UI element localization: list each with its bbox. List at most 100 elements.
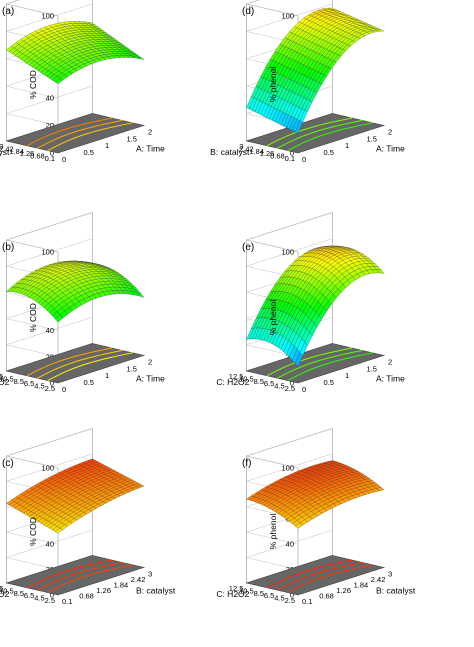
floor-contours	[26, 117, 133, 152]
contour-line	[26, 347, 113, 377]
x-tick-label: 0	[302, 385, 306, 394]
surface-facet	[54, 314, 63, 323]
z-axis-title: % COD	[28, 70, 38, 99]
x-tick-label: 0	[302, 155, 306, 164]
x-tick-label: 2	[148, 127, 152, 136]
gridline-z	[245, 212, 333, 253]
contour-line	[277, 561, 363, 591]
x-tick-label: 1.26	[336, 586, 351, 595]
y-tick-label: 8.5	[14, 589, 24, 598]
z-tick-label: 0	[50, 379, 54, 388]
x-tick-label: 0.5	[84, 378, 94, 387]
surface-facet	[294, 522, 303, 529]
x-tick-label: 2	[148, 357, 152, 366]
gridline-z	[245, 238, 333, 279]
panel-label: (f)	[242, 458, 251, 469]
x-axis-title: A: Time	[136, 143, 165, 153]
z-tick-label: 0	[290, 379, 294, 388]
z-tick-label: 100	[41, 12, 54, 21]
z-axis-title: % phenol	[268, 514, 278, 550]
contour-line	[287, 352, 373, 382]
y-tick-label: 0.68	[30, 152, 45, 161]
x-tick-label: 2	[388, 127, 392, 136]
surface-facet	[294, 352, 303, 367]
gridline-z	[245, 3, 333, 44]
floor-contours	[266, 347, 373, 382]
z-tick-label: 100	[281, 12, 294, 21]
y-tick-label: 1.26	[20, 149, 35, 158]
z-tick-label: 0	[50, 591, 54, 600]
y-tick-label: 2.5	[45, 596, 55, 605]
y-tick-label: 10.5	[239, 374, 254, 383]
x-tick-label: 3	[148, 569, 152, 578]
surface-facet	[294, 120, 303, 134]
panel-label: (a)	[2, 6, 14, 17]
y-tick-label: 10.5	[0, 374, 14, 383]
y-tick-label: 4.5	[274, 382, 284, 391]
gridline-z	[5, 317, 93, 358]
gridline-z	[5, 529, 93, 570]
surface-mesh	[246, 7, 385, 134]
y-tick-label: 2.5	[285, 384, 295, 393]
x-tick-label: 3	[388, 569, 392, 578]
y-tick-label: 0.68	[270, 152, 285, 161]
x-tick-label: 1	[105, 371, 109, 380]
x-tick-label: 1.26	[96, 586, 111, 595]
y-tick-label: 12.5	[0, 372, 3, 381]
contour-line	[277, 119, 363, 149]
floor-contours	[266, 117, 373, 152]
x-tick-label: 0.5	[324, 378, 334, 387]
surface-facet	[54, 527, 64, 534]
y-tick-label: 6.5	[24, 591, 34, 600]
floor-contours	[26, 559, 133, 594]
z-tick-label: 100	[41, 464, 54, 473]
x-tick-label: 0.68	[319, 591, 334, 600]
x-tick-label: 0.1	[302, 597, 312, 606]
y-axis-title: C: H2O2	[0, 589, 10, 599]
panel-label: (d)	[242, 6, 254, 17]
y-tick-label: 1.84	[9, 147, 24, 156]
x-tick-label: 1.5	[127, 134, 137, 143]
x-axis-title: A: Time	[376, 143, 405, 153]
z-axis-title: % phenol	[268, 300, 278, 336]
surface-plot-5: 02040608010000.511.522.54.56.58.510.512.…	[216, 212, 405, 394]
y-tick-label: 0.1	[285, 154, 295, 163]
x-tick-label: 1	[345, 141, 349, 150]
y-tick-label: 12.5	[0, 584, 3, 593]
y-tick-label: 2.42	[239, 144, 254, 153]
y-tick-label: 4.5	[34, 594, 44, 603]
surface-mesh	[246, 460, 385, 529]
y-tick-label: 6.5	[264, 591, 274, 600]
surface-plot-3: 0204060801000.10.681.261.842.4232.54.56.…	[0, 428, 176, 606]
y-axis-title: B: catalyst	[210, 147, 250, 157]
gridline-z	[245, 529, 333, 570]
z-tick-label: 40	[46, 540, 54, 549]
y-tick-label: 3	[0, 142, 3, 151]
surface-facet	[54, 78, 63, 84]
y-tick-label: 10.5	[239, 586, 254, 595]
contour-line	[47, 564, 133, 594]
y-axis-title: C: H2O2	[0, 377, 10, 387]
z-axis-title: % COD	[28, 517, 38, 546]
contour-line	[47, 122, 133, 152]
y-tick-label: 4.5	[274, 594, 284, 603]
y-tick-label: 1.84	[249, 147, 264, 156]
y-tick-label: 2.5	[285, 596, 295, 605]
x-tick-label: 1.84	[354, 580, 369, 589]
y-axis-title: B: catalyst	[0, 147, 10, 157]
y-tick-label: 2.42	[0, 144, 14, 153]
contour-line	[26, 117, 113, 147]
gridline-z	[5, 428, 93, 469]
y-tick-label: 8.5	[254, 377, 264, 386]
contour-line	[266, 559, 353, 589]
contour-line	[47, 352, 133, 382]
surface-plot-4: 02040608010000.511.520.10.681.261.842.42…	[210, 0, 405, 164]
z-tick-label: 100	[281, 464, 294, 473]
gridline-z	[5, 85, 93, 126]
y-tick-label: 8.5	[14, 377, 24, 386]
x-tick-label: 1.5	[127, 364, 137, 373]
surface-mesh	[246, 245, 385, 367]
x-tick-label: 2.42	[131, 575, 146, 584]
surface-plot-2: 02040608010000.511.522.54.56.58.510.512.…	[0, 212, 165, 394]
